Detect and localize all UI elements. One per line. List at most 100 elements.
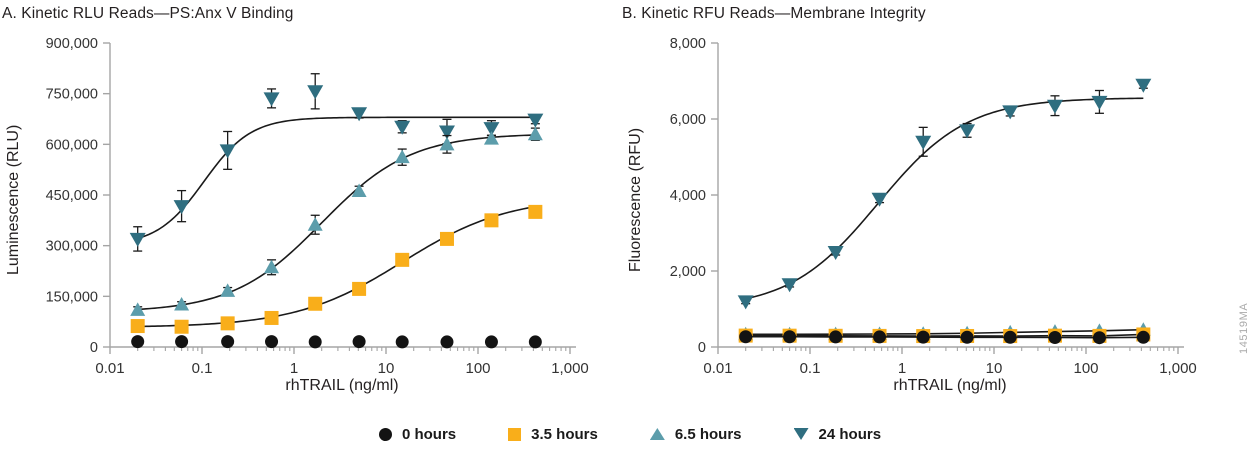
circle-marker <box>175 335 189 349</box>
triangle-up-marker <box>483 131 499 145</box>
svg-text:0.1: 0.1 <box>800 360 821 377</box>
svg-text:0: 0 <box>698 340 706 356</box>
square-marker <box>220 316 235 331</box>
triangle-down-marker <box>959 124 976 139</box>
square-marker-icon <box>508 427 522 441</box>
svg-text:1,000: 1,000 <box>1159 360 1197 377</box>
svg-text:8,000: 8,000 <box>670 36 706 52</box>
circle-marker <box>221 335 235 349</box>
circle-marker <box>528 335 542 349</box>
square-marker <box>528 204 543 219</box>
svg-text:6,000: 6,000 <box>670 112 706 128</box>
circle-marker <box>265 335 279 349</box>
3-5-hours-series <box>738 327 1151 344</box>
triangle-down-marker <box>737 295 754 310</box>
square-marker <box>174 319 189 334</box>
square-marker <box>395 252 410 267</box>
svg-text:450,000: 450,000 <box>46 188 98 204</box>
triangle-up-marker <box>439 136 455 151</box>
square-marker <box>264 310 279 325</box>
legend-item: 0 hours <box>378 425 457 443</box>
svg-text:2,000: 2,000 <box>670 264 706 280</box>
triangle-down-marker <box>394 120 411 135</box>
circle-marker <box>739 330 753 344</box>
svg-text:600,000: 600,000 <box>46 137 98 153</box>
circle-marker <box>484 335 498 349</box>
svg-text:100: 100 <box>465 360 490 377</box>
panel-a-title: A. Kinetic RLU Reads—PS:Anx V Binding <box>2 5 294 22</box>
square-marker <box>484 213 499 228</box>
0-hours-series <box>739 330 1150 345</box>
y-axis-ticks: 0 2,000 4,000 6,000 8,000 <box>670 36 718 356</box>
circle-marker <box>1092 331 1106 345</box>
circle-marker <box>308 335 322 349</box>
panel-b-plot: 0 2,000 4,000 6,000 8,000 0.01 0.1 1 10 100 1,000 <box>670 36 1197 377</box>
svg-text:4,000: 4,000 <box>670 188 706 204</box>
series-line <box>745 335 1144 339</box>
circle-marker <box>440 335 454 349</box>
circle-marker <box>395 335 409 349</box>
legend-item: 6.5 hours <box>649 425 742 443</box>
svg-text:10: 10 <box>986 360 1003 377</box>
fit-curve <box>745 97 1144 300</box>
24-hours-series <box>737 78 1152 310</box>
legend-label: 6.5 hours <box>674 425 742 443</box>
figure-id-watermark: 14519MA <box>1238 302 1250 354</box>
legend-item: 3.5 hours <box>508 426 598 443</box>
triangle-up-marker <box>307 217 323 231</box>
circle-marker <box>1003 330 1017 344</box>
legend-label: 3.5 hours <box>531 425 598 443</box>
fit-curve <box>137 205 536 328</box>
svg-text:100: 100 <box>1073 360 1098 377</box>
svg-text:0: 0 <box>90 340 98 356</box>
3-5-hours-series <box>130 204 543 334</box>
triangle-down-marker <box>527 113 544 128</box>
square-marker <box>308 296 323 311</box>
panel-a-plot: 0 150,000 300,000 450,000 600,000 750,000 900,… <box>46 36 589 377</box>
circle-marker <box>960 330 974 344</box>
triangle-down-marker <box>173 200 190 215</box>
triangle-down-marker <box>307 85 324 100</box>
legend-label: 0 hours <box>401 425 457 443</box>
x-axis-ticks: 0.01 0.1 1 10 100 1,000 <box>95 347 589 377</box>
panel-b-title: B. Kinetic RFU Reads—Membrane Integrity <box>622 5 926 22</box>
triangle-down-marker <box>438 125 455 140</box>
triangle-down-marker <box>351 107 368 122</box>
triangle-up-marker <box>130 302 146 316</box>
circle-marker <box>916 330 930 344</box>
x-axis-ticks: 0.01 0.1 1 10 100 1,000 <box>703 347 1197 377</box>
fit-curve <box>137 116 536 240</box>
svg-text:0.1: 0.1 <box>192 360 213 377</box>
triangle-down-marker <box>483 122 500 137</box>
svg-text:900,000: 900,000 <box>46 36 98 52</box>
svg-text:300,000: 300,000 <box>46 239 98 255</box>
triangle-up-marker <box>394 149 410 164</box>
triangle-down-marker <box>781 278 798 293</box>
circle-marker-icon <box>378 427 392 441</box>
circle-marker <box>1048 331 1062 344</box>
legend: 0 hours 3.5 hours 6.5 hours 24 hours <box>0 421 1260 447</box>
circle-marker <box>873 330 887 344</box>
square-marker <box>352 281 367 296</box>
svg-text:1: 1 <box>290 360 298 377</box>
series-line <box>745 328 1144 336</box>
square-marker <box>130 319 145 334</box>
svg-text:10: 10 <box>378 360 395 377</box>
series-line <box>745 333 1144 337</box>
triangle-down-marker <box>827 246 844 260</box>
triangle-down-marker <box>1135 78 1152 93</box>
triangle-up-marker <box>220 283 236 297</box>
legend-item: 24 hours <box>793 425 882 443</box>
svg-text:150,000: 150,000 <box>46 289 98 305</box>
0-hours-series <box>131 335 542 349</box>
y-axis-ticks: 0 150,000 300,000 450,000 600,000 750,000 900,… <box>46 36 110 356</box>
24-hours-series <box>129 73 544 252</box>
legend-label: 24 hours <box>818 425 882 443</box>
svg-text:750,000: 750,000 <box>46 87 98 103</box>
svg-text:0.01: 0.01 <box>95 360 124 377</box>
circle-marker <box>131 335 145 349</box>
triangle-up-marker <box>174 296 190 311</box>
triangle-down-marker <box>263 92 280 107</box>
circle-marker <box>829 330 843 344</box>
